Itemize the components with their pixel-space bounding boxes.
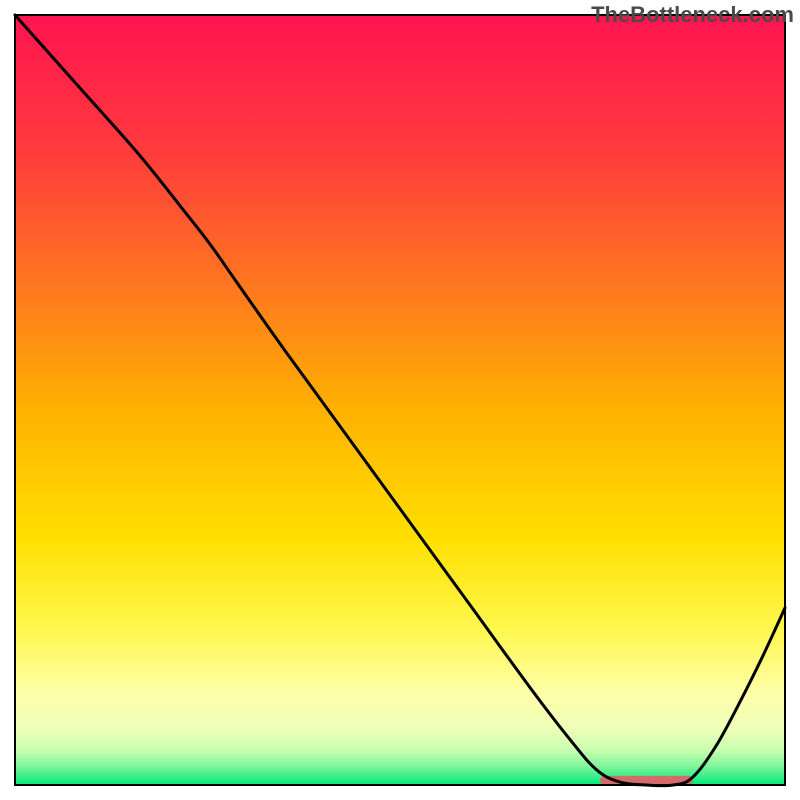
bottleneck-chart	[0, 0, 800, 800]
gradient-plot-area	[15, 15, 785, 785]
chart-container: TheBottleneck.com	[0, 0, 800, 800]
